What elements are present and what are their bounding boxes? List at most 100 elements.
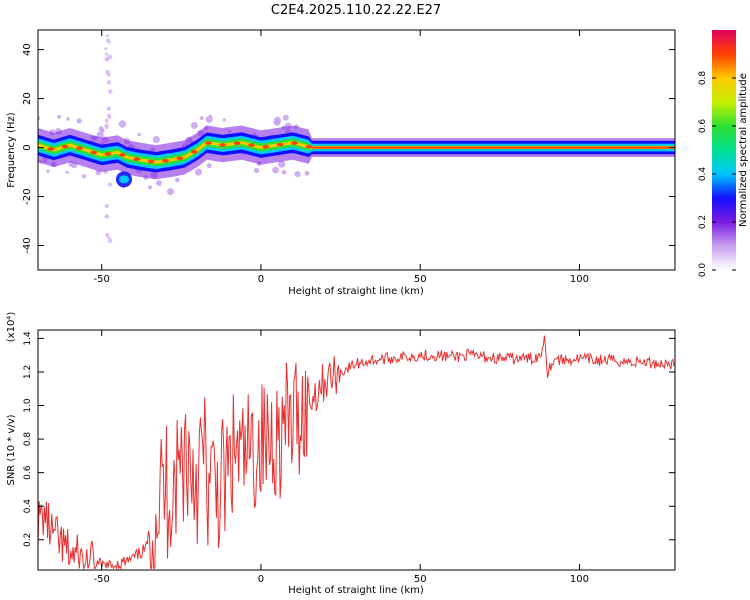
spectrogram-speckle [76, 118, 82, 124]
snr-xtick-label: -50 [94, 574, 110, 585]
snr-ytick-label: 1.4 [23, 331, 33, 346]
spectrogram-speckle [106, 106, 111, 111]
spectrogram-band-cyan [38, 135, 675, 170]
spectrogram-speckle [107, 182, 113, 187]
spectrogram-ridge-dot [305, 144, 312, 149]
colorbar-tick-label: 0.0 [698, 263, 708, 278]
snr-frame [37, 329, 676, 571]
spectrogram-speckle [304, 170, 310, 176]
spectrogram-xtick-label: 0 [258, 274, 264, 285]
spectrogram-speckle [108, 89, 113, 94]
spectrogram-speckle [107, 238, 113, 243]
snr-xtick-label: 100 [570, 574, 589, 585]
spectrogram-heatmap [38, 34, 675, 243]
figure-title: C2E4.2025.110.22.22.E27 [271, 3, 441, 18]
spectrogram-speckle [66, 117, 70, 121]
spectrogram-speckle [104, 47, 108, 51]
spectrogram-speckle [38, 116, 41, 121]
spectrogram-ytick-label: -40 [22, 237, 33, 253]
spectrogram-speckle [65, 170, 69, 174]
spectrogram-xtick-label: -50 [94, 274, 110, 285]
spectrogram-ridge-dot [133, 157, 140, 161]
spectrogram-speckle [104, 123, 108, 126]
spectrogram-ridge-dot [219, 143, 226, 147]
snr-ytick-label: 0.2 [23, 533, 33, 547]
colorbar-tick-label: 0.2 [698, 215, 708, 229]
spectrogram-speckle [166, 188, 174, 196]
spectrogram-ridge-dot [47, 147, 54, 151]
spectrogram-speckle [199, 116, 204, 121]
spectrogram-ytick-label: -20 [22, 188, 33, 204]
spectrogram-speckle [105, 232, 110, 238]
spectrogram-ridge-dot [262, 145, 269, 149]
spectrogram-ridge-dot [233, 141, 241, 146]
spectrogram-ridge-dot [61, 144, 69, 149]
spectrogram-speckle [57, 114, 62, 119]
spectrogram-speckle [194, 168, 203, 176]
spectrogram-ytick-label: 40 [22, 43, 33, 56]
spectrogram-xtick-label: 50 [414, 274, 427, 285]
spectrogram-ridge-dot [147, 159, 155, 164]
spectrogram-speckle [104, 118, 109, 123]
spectrogram-ytick-label: 0 [22, 144, 33, 150]
spectrogram-ridge-dot [76, 146, 83, 150]
spectrogram-ridge-dot [291, 141, 298, 145]
spectrogram-speckle [104, 204, 109, 209]
spectrogram-speckle [106, 72, 111, 77]
spectrogram-speckle [152, 135, 160, 144]
spectrogram-panel: -50 0 50 100 -40 -20 0 20 40 Height of straight … [6, 29, 676, 297]
spectrogram-ridge-dot [176, 156, 183, 161]
spectrogram-ridge-dot [119, 153, 126, 157]
spectrogram-ridge-dot [104, 152, 112, 156]
spectrogram-ridge-dot [90, 150, 97, 155]
spectrogram-speckle [155, 180, 162, 186]
snr-ytick-label: 0.8 [23, 432, 33, 447]
spectrogram-speckle [273, 118, 281, 126]
spectrogram-blob [118, 175, 129, 184]
spectrogram-speckle [105, 34, 109, 38]
spectrogram-xlabel: Height of straight line (km) [288, 286, 424, 297]
spectrogram-speckle [106, 80, 112, 85]
snr-series-line [38, 335, 675, 570]
spectrogram-speckle [190, 121, 198, 129]
spectrogram-speckle [46, 169, 50, 174]
colorbar-tick-label: 0.6 [698, 119, 708, 134]
spectrogram-ridge-dot [205, 141, 212, 145]
spectrogram-band-blue [38, 132, 675, 173]
colorbar-tick-label: 0.4 [698, 167, 708, 182]
spectrogram-frame [37, 29, 676, 271]
spectrogram-speckle [137, 132, 141, 137]
snr-xlabel: Height of straight line (km) [288, 585, 424, 596]
spectrogram-speckle [272, 166, 279, 174]
spectrogram-speckle [107, 115, 112, 119]
snr-xtick-label: 0 [258, 574, 264, 585]
spectrogram-speckle [96, 131, 104, 139]
snr-ylabel: SNR (10 * v/v) [6, 414, 17, 485]
snr-ytick-label: 1.0 [23, 398, 33, 413]
colorbar-tick-label: 0.8 [698, 71, 708, 86]
spectrogram-speckle [104, 57, 108, 61]
spectrogram-ridge-dot [190, 150, 198, 154]
spectrogram-speckle [82, 174, 87, 179]
spectrogram-speckle [253, 167, 260, 174]
snr-multiplier: (x10⁴) [6, 312, 17, 343]
spectrogram-ridge-dot [276, 142, 284, 147]
snr-ytick-label: 0.6 [23, 465, 33, 480]
spectrogram-ridge-dot [162, 158, 169, 163]
spectrogram-speckle [282, 114, 289, 121]
spectrogram-speckle [106, 38, 111, 43]
colorbar-label: Normalized spectral amplitude [738, 73, 749, 227]
spectrogram-ridge-dot [248, 143, 255, 147]
spectrogram-speckle [278, 160, 286, 168]
spectrogram-speckle [147, 185, 152, 190]
spectrogram-speckle [281, 170, 287, 175]
spectrogram-speckle [174, 177, 180, 183]
spectrogram-ylabel: Frequency (Hz) [6, 112, 17, 188]
snr-ytick-label: 1.2 [23, 365, 33, 379]
snr-xtick-label: 50 [414, 574, 427, 585]
spectrogram-speckle [104, 52, 109, 56]
colorbar: 0.0 0.2 0.4 0.6 0.8 Normalized spectral ampl… [698, 30, 749, 277]
spectrogram-speckle [118, 120, 127, 128]
spectrogram-speckle [206, 163, 212, 169]
